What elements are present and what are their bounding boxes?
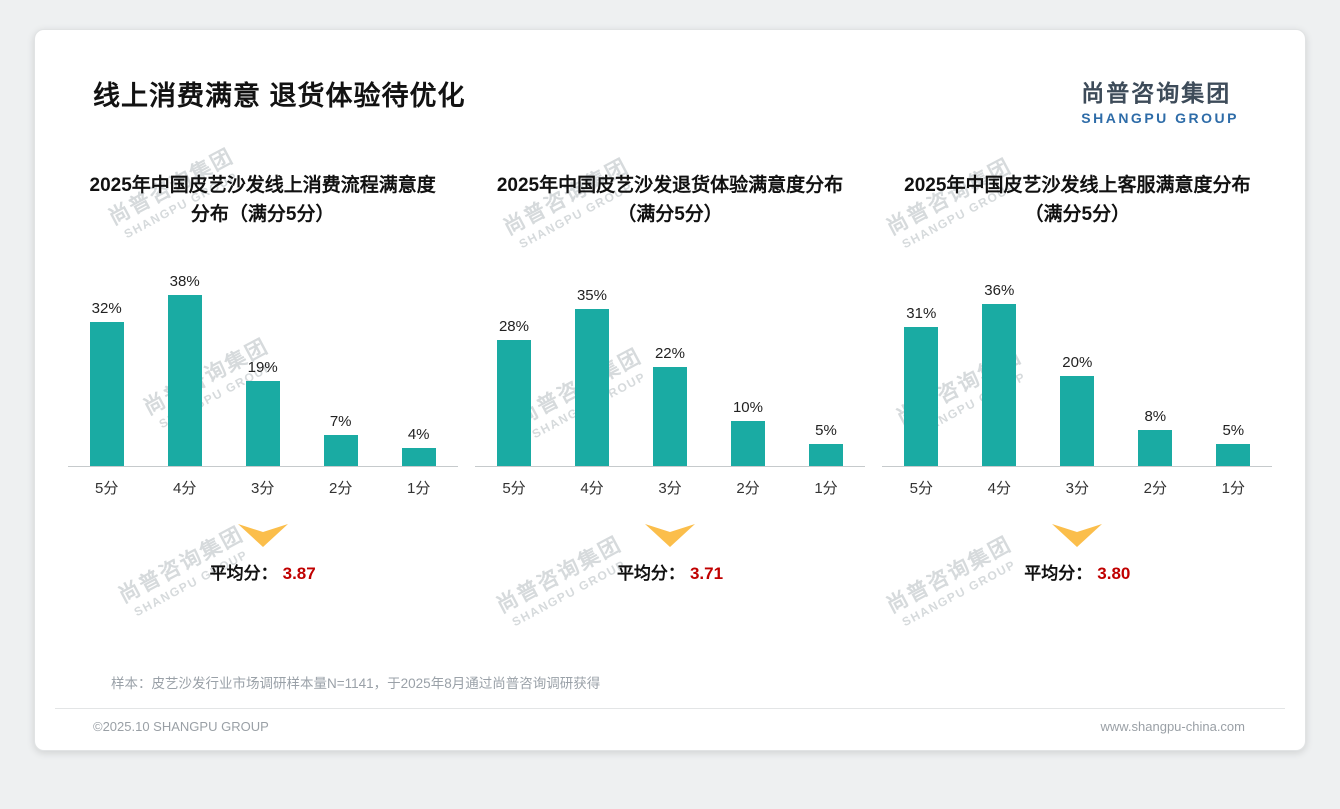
bar [496, 340, 531, 466]
bar [982, 304, 1017, 466]
bar-value-label: 4% [407, 426, 430, 443]
down-arrow-icon [237, 524, 288, 547]
bar-column: 20% [1038, 354, 1116, 466]
down-arrow-icon [644, 524, 695, 547]
chart-title: 2025年中国皮艺沙发退货体验满意度分布（满分5分） [496, 175, 844, 225]
bar [1138, 430, 1173, 466]
bar [245, 380, 280, 466]
bar-column: 28% [475, 318, 553, 466]
average-value: 3.80 [1097, 564, 1131, 583]
bar-category-label: 2分 [328, 480, 353, 497]
bar-value-label: 8% [1144, 408, 1167, 425]
bar-value-label: 7% [329, 412, 352, 430]
bar-column: 4% [380, 426, 458, 466]
bar-chart: 32% 38% 19% 7% 4% [59, 258, 466, 466]
average-score: 平均分： 3.80 [874, 559, 1281, 584]
down-arrow-icon [1052, 524, 1103, 547]
bar-column: 5% [1194, 421, 1272, 466]
bar [323, 434, 358, 466]
bar-column: 8% [1116, 408, 1194, 466]
bar-column: 38% [146, 273, 224, 466]
bar-column: 5% [787, 421, 865, 466]
footer-bar: ©2025.10 SHANGPU GROUP www.shangpu-china… [55, 708, 1285, 750]
bar-category-label: 4分 [580, 480, 604, 497]
brand-logo-cn: 尚普咨询集团 [1081, 80, 1232, 106]
chart-panel-online-service: 2025年中国皮艺沙发线上客服满意度分布（满分5分） 31% 36% 20% 8% 5%… [874, 172, 1281, 584]
bar-category-label: 5分 [94, 480, 119, 497]
bar-value-label: 5% [815, 421, 837, 439]
brand-logo: 尚普咨询集团 SHANGPU GROUP [1081, 74, 1239, 126]
bar [89, 322, 124, 466]
average-value: 3.71 [689, 564, 724, 583]
bar-category-label: 3分 [1065, 480, 1089, 497]
bar-column: 32% [68, 300, 146, 466]
bar-value-label: 31% [906, 304, 937, 322]
bar-value-label: 35% [576, 286, 607, 304]
bar [808, 443, 843, 466]
bar-category-label: 4分 [987, 480, 1011, 497]
bar [167, 295, 202, 466]
chart-title: 2025年中国皮艺沙发线上客服满意度分布（满分5分） [904, 175, 1251, 225]
bar-column: 22% [631, 345, 709, 466]
bar-column: 31% [882, 304, 960, 466]
chart-panel-return-experience: 2025年中国皮艺沙发退货体验满意度分布（满分5分） 28% 35% 22% 10% 5… [466, 172, 873, 584]
bar-column: 7% [302, 412, 380, 466]
bar-chart: 28% 35% 22% 10% 5% [466, 258, 873, 466]
average-label: 平均分： [209, 564, 278, 583]
bar-value-label: 28% [498, 318, 529, 335]
category-axis: 5分 4分 3分 2分 1分 [67, 466, 458, 498]
bar-category-label: 1分 [1221, 480, 1245, 497]
down-arrow [874, 524, 1281, 548]
header: 线上消费满意 退货体验待优化 尚普咨询集团 SHANGPU GROUP [35, 30, 1305, 126]
bar [574, 308, 609, 466]
sample-note: 样本：皮艺沙发行业市场调研样本量N=1141，于2025年8月通过尚普咨询调研获… [111, 676, 601, 691]
average-label: 平均分： [1024, 564, 1093, 583]
bar-value-label: 32% [91, 300, 122, 317]
bar [1216, 443, 1251, 466]
bar-category-label: 3分 [250, 480, 275, 497]
bar [652, 367, 687, 466]
bar-value-label: 22% [654, 345, 685, 362]
bar-column: 19% [224, 358, 302, 466]
category-axis: 5分 4分 3分 2分 1分 [882, 466, 1273, 498]
bar [904, 326, 939, 466]
bar-value-label: 5% [1222, 421, 1245, 439]
chart-panel-online-process: 2025年中国皮艺沙发线上消费流程满意度分布（满分5分） 32% 38% 19% 7%… [59, 172, 466, 584]
bar-value-label: 20% [1062, 354, 1093, 371]
bar-column: 10% [709, 399, 787, 466]
bar [1060, 376, 1095, 466]
bar-category-label: 1分 [814, 480, 838, 497]
bar-category-label: 1分 [406, 480, 431, 497]
bar-chart: 31% 36% 20% 8% 5% [874, 258, 1281, 466]
bar-column: 36% [960, 282, 1038, 466]
bar-category-label: 4分 [172, 480, 197, 497]
bar-category-label: 5分 [502, 480, 526, 497]
bar-column: 35% [553, 286, 631, 466]
bar-category-label: 5分 [909, 480, 933, 497]
category-axis: 5分 4分 3分 2分 1分 [474, 466, 865, 498]
bar-value-label: 38% [169, 273, 200, 290]
page-title: 线上消费满意 退货体验待优化 [93, 81, 466, 111]
bar-category-label: 3分 [658, 480, 682, 497]
average-label: 平均分： [616, 564, 685, 583]
website-link[interactable]: www.shangpu-china.com [1100, 719, 1245, 734]
chart-title: 2025年中国皮艺沙发线上消费流程满意度分布（满分5分） [89, 175, 436, 225]
bar [401, 448, 436, 466]
charts-row: 2025年中国皮艺沙发线上消费流程满意度分布（满分5分） 32% 38% 19% 7%… [35, 126, 1305, 584]
average-score: 平均分： 3.71 [466, 559, 873, 584]
average-value: 3.87 [282, 564, 316, 583]
average-score: 平均分： 3.87 [59, 559, 466, 584]
bar-value-label: 10% [732, 399, 763, 416]
bar [730, 421, 765, 466]
bar-category-label: 2分 [736, 480, 760, 497]
down-arrow [466, 524, 873, 548]
bar-value-label: 36% [984, 282, 1015, 299]
brand-logo-en: SHANGPU GROUP [1081, 110, 1239, 126]
slide-card: 尚普咨询集团 SHANGPU GROUP 尚普咨询集团 SHANGPU GROUP 尚普… [34, 29, 1306, 751]
copyright: ©2025.10 SHANGPU GROUP [93, 719, 269, 734]
bar-category-label: 2分 [1143, 480, 1167, 497]
bar-value-label: 19% [247, 358, 278, 376]
down-arrow [59, 524, 466, 548]
